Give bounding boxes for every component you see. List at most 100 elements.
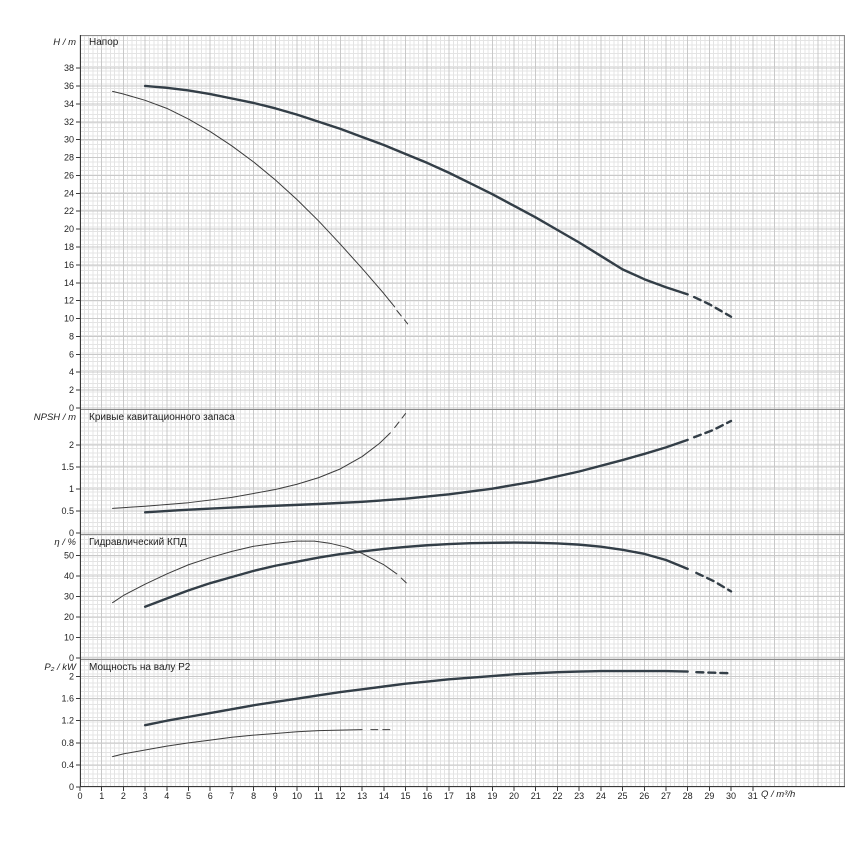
y-tick-label: 30 bbox=[64, 135, 74, 145]
y-tick-label: 12 bbox=[64, 296, 74, 306]
x-tick-label: 16 bbox=[422, 791, 432, 801]
head-duty-curve-extrapolated bbox=[692, 295, 733, 318]
y-tick-label: 30 bbox=[64, 592, 74, 602]
y-tick-label: 34 bbox=[64, 99, 74, 109]
x-tick-label: 9 bbox=[273, 791, 278, 801]
y-tick-label: 0 bbox=[69, 782, 74, 792]
x-tick-label: 2 bbox=[121, 791, 126, 801]
x-tick-label: 19 bbox=[487, 791, 497, 801]
panel-title-npsh: Кривые кавитационного запаса bbox=[89, 412, 235, 423]
y-tick-label: 8 bbox=[69, 331, 74, 341]
y-tick-label: 0.8 bbox=[61, 738, 74, 748]
y-tick-label: 1 bbox=[69, 484, 74, 494]
y-tick-label: 0 bbox=[69, 653, 74, 663]
axis-lines bbox=[80, 35, 845, 787]
npsh-reduced-speed-curve bbox=[112, 432, 391, 509]
x-tick-label: 6 bbox=[208, 791, 213, 801]
npsh-axis-unit-label: NPSH / m bbox=[34, 412, 76, 423]
x-tick-label: 31 bbox=[748, 791, 758, 801]
efficiency-axis-unit-label: η / % bbox=[54, 537, 76, 548]
x-tick-label: 5 bbox=[186, 791, 191, 801]
x-tick-label: 8 bbox=[251, 791, 256, 801]
y-tick-label: 0.5 bbox=[61, 506, 74, 516]
y-tick-label: 1.5 bbox=[61, 462, 74, 472]
y-tick-label: 6 bbox=[69, 349, 74, 359]
y-tick-label: 2 bbox=[69, 672, 74, 682]
y-tick-label: 0 bbox=[69, 528, 74, 538]
y-tick-label: 36 bbox=[64, 81, 74, 91]
panel-title-head: Напор bbox=[89, 37, 119, 48]
x-tick-label: 4 bbox=[164, 791, 169, 801]
y-tick-label: 1.2 bbox=[61, 716, 74, 726]
grid-minor bbox=[79, 35, 845, 788]
x-tick-label: 29 bbox=[704, 791, 714, 801]
efficiency-duty-curve-extrapolated bbox=[695, 571, 733, 593]
x-tick-label: 11 bbox=[314, 791, 323, 801]
y-tick-label: 1.6 bbox=[61, 694, 74, 704]
power-axis-unit-label: P₂ / kW bbox=[44, 662, 77, 673]
x-tick-label: 20 bbox=[509, 791, 519, 801]
y-tick-label: 50 bbox=[64, 551, 74, 561]
y-tick-label: 14 bbox=[64, 278, 74, 288]
panel-title-efficiency: Гидравлический КПД bbox=[89, 537, 187, 548]
x-tick-label: 18 bbox=[466, 791, 476, 801]
y-tick-label: 2 bbox=[69, 440, 74, 450]
x-tick-label: 26 bbox=[639, 791, 649, 801]
tick-label-layer: 0 1 2 3 4 5 6 7 8 9 10 11 12 13 14 15 16 17 18 19 20 21 22 23 24… bbox=[61, 63, 757, 801]
npsh-duty-curve bbox=[143, 438, 689, 514]
head-axis-unit-label: H / m bbox=[53, 37, 76, 48]
x-tick-label: 30 bbox=[726, 791, 736, 801]
y-tick-label: 16 bbox=[64, 260, 74, 270]
label-layer: H / m NPSH / m η / % P₂ / kW Напор Кривы… bbox=[34, 37, 796, 800]
x-tick-label: 1 bbox=[99, 791, 104, 801]
x-tick-label: 23 bbox=[574, 791, 584, 801]
curve-layer bbox=[112, 84, 733, 758]
efficiency-reduced-speed-curve-extrapolated bbox=[400, 577, 411, 587]
power-reduced-speed-curve bbox=[112, 729, 363, 758]
head-duty-curve bbox=[143, 84, 689, 296]
y-tick-label: 24 bbox=[64, 188, 74, 198]
y-tick-label: 2 bbox=[69, 385, 74, 395]
panel-frame bbox=[80, 35, 845, 787]
x-tick-label: 28 bbox=[683, 791, 693, 801]
y-tick-label: 28 bbox=[64, 153, 74, 163]
npsh-reduced-speed-curve-extrapolated bbox=[394, 413, 407, 429]
x-tick-label: 0 bbox=[77, 791, 82, 801]
y-tick-label: 40 bbox=[64, 571, 74, 581]
y-tick-label: 20 bbox=[64, 612, 74, 622]
x-tick-label: 14 bbox=[379, 791, 389, 801]
y-tick-label: 22 bbox=[64, 206, 74, 216]
y-tick-label: 32 bbox=[64, 117, 74, 127]
head-reduced-speed-curve-extrapolated bbox=[396, 310, 409, 325]
x-axis-unit-label: Q / m³/h bbox=[761, 789, 795, 800]
y-tick-label: 38 bbox=[64, 63, 74, 73]
y-tick-label: 10 bbox=[64, 314, 74, 324]
x-tick-label: 25 bbox=[618, 791, 628, 801]
head-reduced-speed-curve bbox=[112, 90, 396, 308]
x-tick-label: 22 bbox=[552, 791, 562, 801]
y-tick-label: 0.4 bbox=[61, 760, 74, 770]
x-tick-label: 10 bbox=[292, 791, 302, 801]
axis-layer bbox=[76, 35, 845, 791]
efficiency-duty-curve bbox=[143, 541, 689, 608]
panel-title-power: Мощность на валу P2 bbox=[89, 662, 191, 673]
x-tick-label: 21 bbox=[531, 791, 541, 801]
y-tick-label: 26 bbox=[64, 170, 74, 180]
x-tick-label: 7 bbox=[229, 791, 234, 801]
x-tick-label: 15 bbox=[401, 791, 411, 801]
power-duty-curve-extrapolated bbox=[695, 670, 733, 675]
power-duty-curve bbox=[143, 669, 689, 727]
y-tick-label: 20 bbox=[64, 224, 74, 234]
efficiency-reduced-speed-curve bbox=[112, 540, 398, 604]
x-tick-label: 17 bbox=[444, 791, 454, 801]
y-tick-label: 0 bbox=[69, 403, 74, 413]
x-tick-label: 3 bbox=[143, 791, 148, 801]
npsh-duty-curve-extrapolated bbox=[692, 419, 733, 439]
x-tick-label: 27 bbox=[661, 791, 671, 801]
y-tick-label: 10 bbox=[64, 633, 74, 643]
x-tick-label: 12 bbox=[335, 791, 345, 801]
x-tick-label: 24 bbox=[596, 791, 606, 801]
y-tick-label: 4 bbox=[69, 367, 74, 377]
